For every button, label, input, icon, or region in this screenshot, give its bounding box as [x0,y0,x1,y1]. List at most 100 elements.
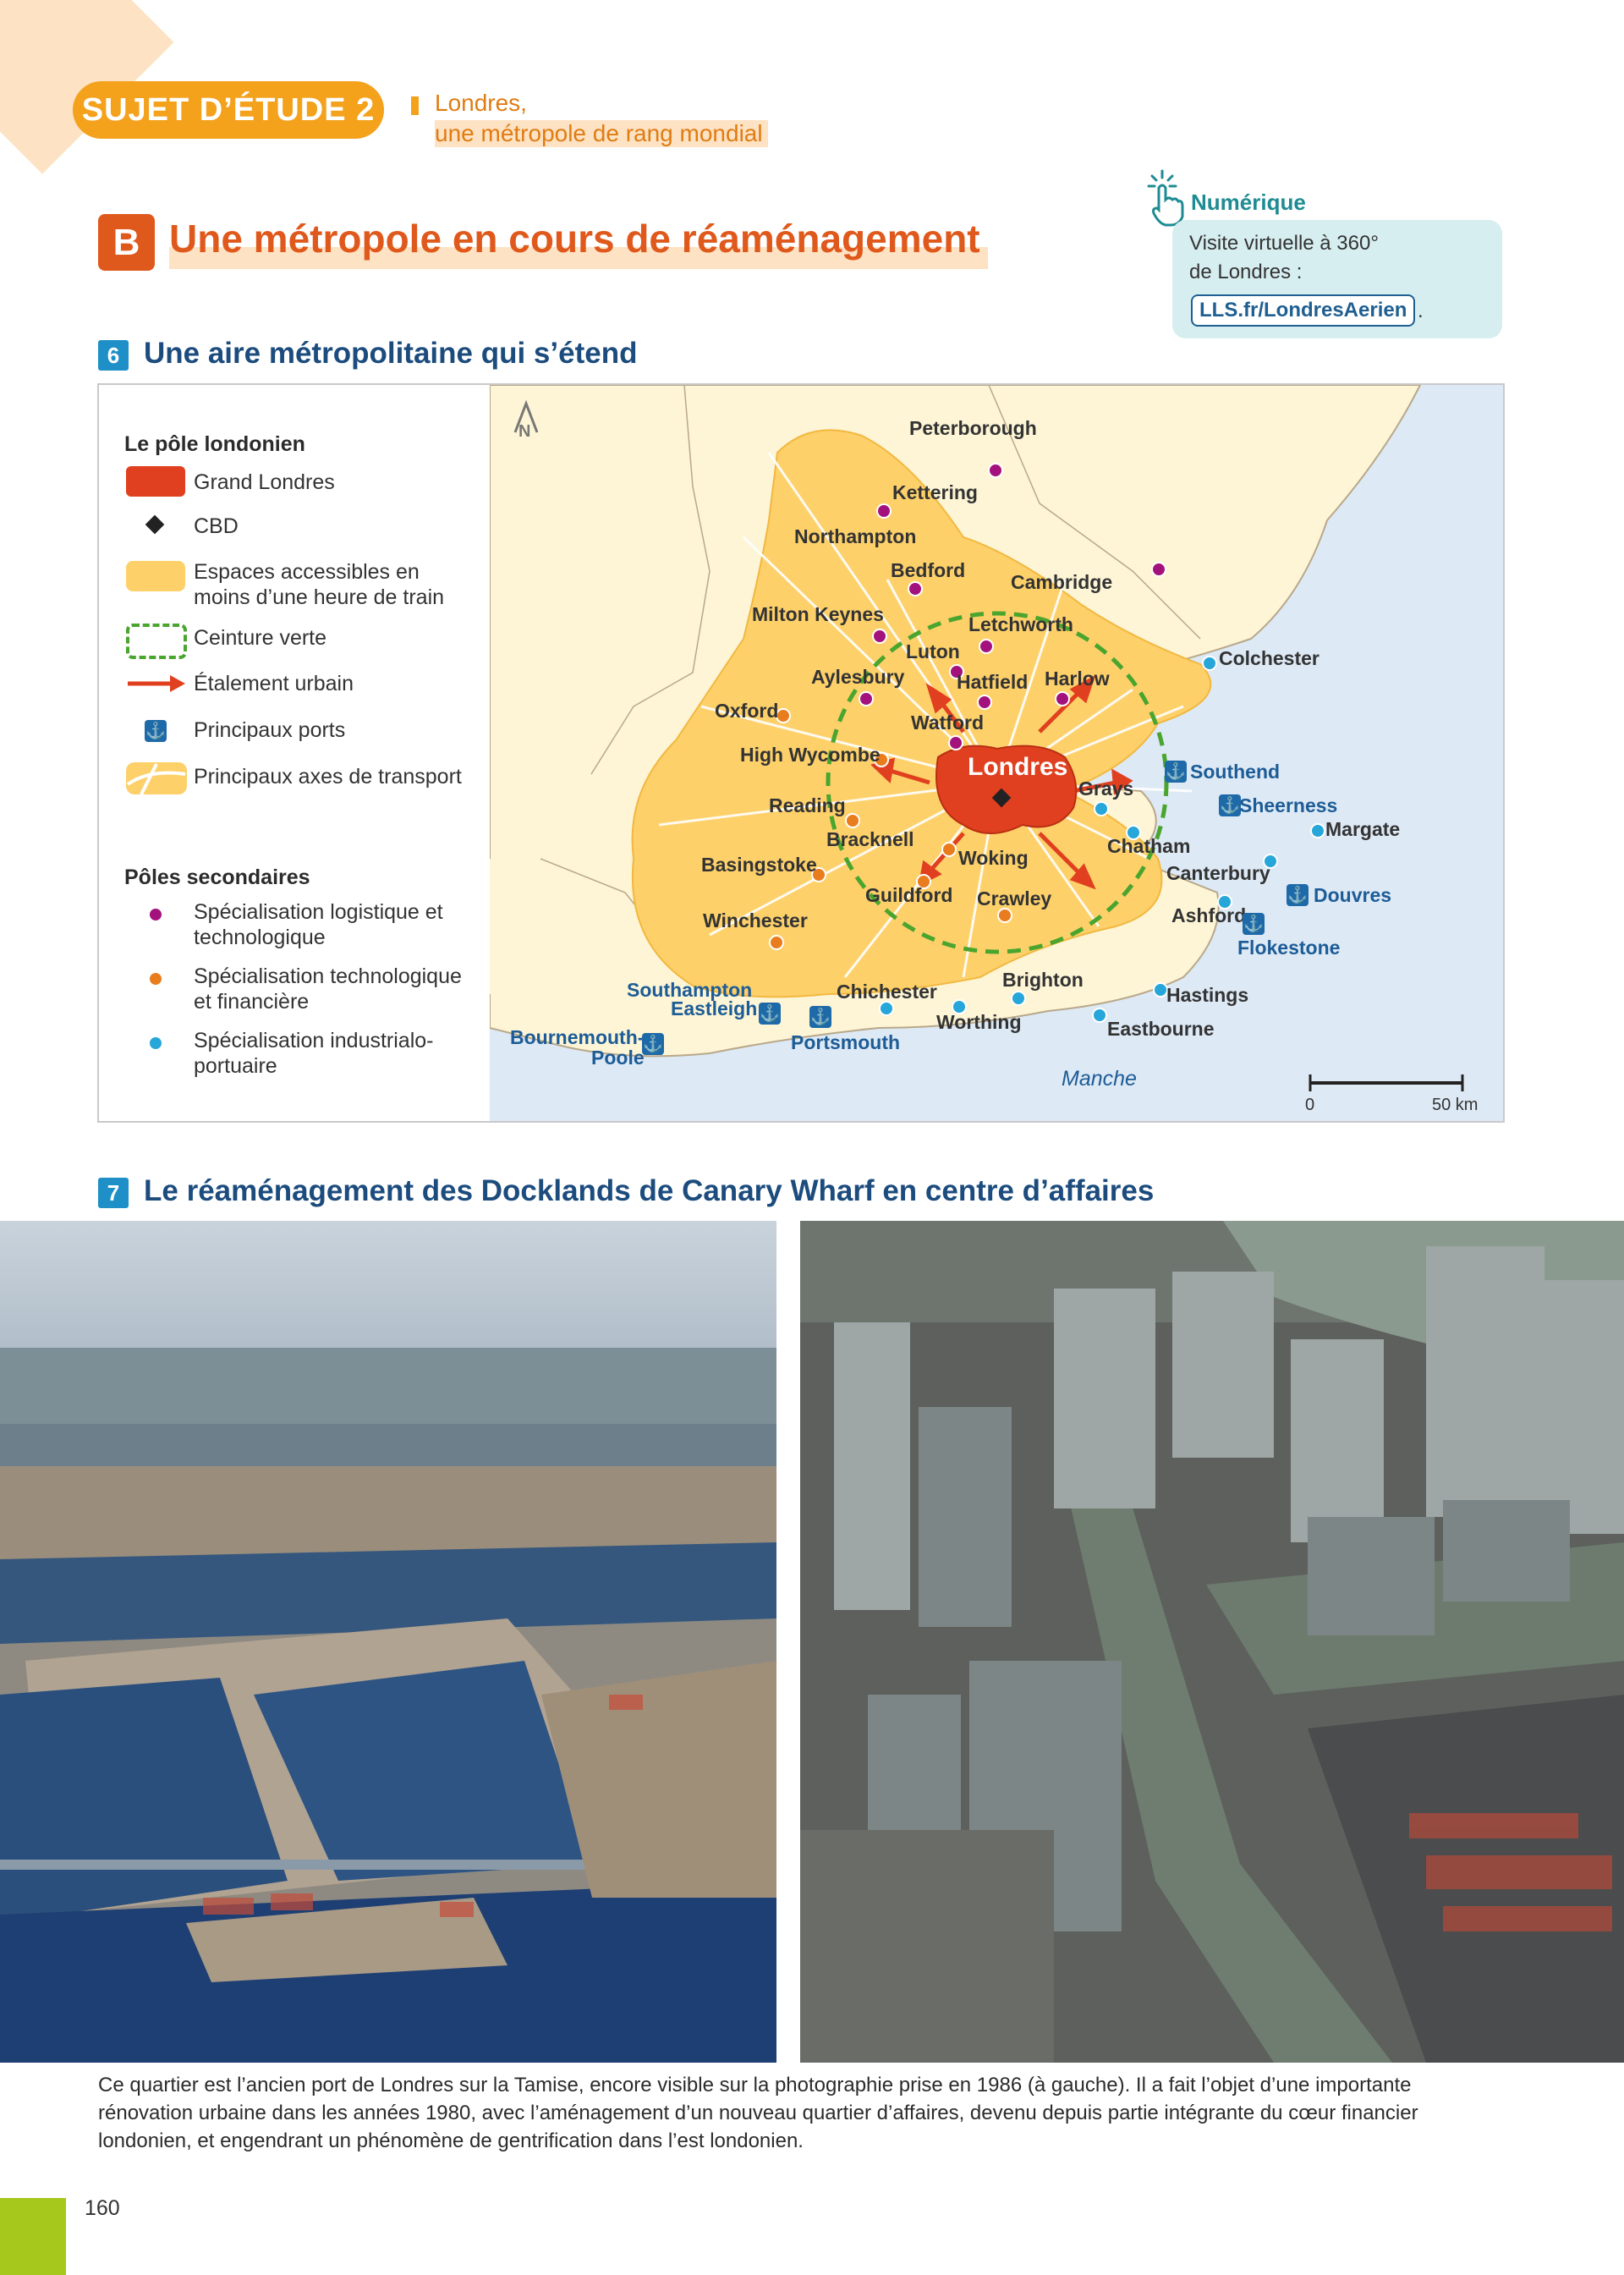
city-bournemouth: Bournemouth- [510,1026,645,1048]
city-chichester: Chichester [837,981,937,1003]
city-luton: Luton [906,640,960,662]
city-douvres: Douvres [1314,884,1392,906]
grand-londres-swatch [126,466,185,497]
port-anchor-icon: ⚓ [145,720,167,742]
city-crawley: Crawley [977,887,1052,909]
green-belt-swatch [126,624,187,659]
city-winchester: Winchester [703,909,808,931]
pole-dot [1011,991,1026,1006]
pole-dot [1217,894,1232,909]
sea-label-manche: Manche [1062,1067,1137,1091]
city-colchester: Colchester [1219,647,1320,669]
legend-ceinture: Ceinture verte [194,626,327,650]
pole-dot [1094,801,1109,816]
pole-dot [1092,1008,1107,1023]
pole-dot [859,691,874,706]
port-anchor-icon: ⚓ [1243,913,1265,935]
pole-industrialo-dot [148,1036,163,1051]
city-guildford: Guildford [865,884,953,906]
legend-axes: Principaux axes de transport [194,765,462,789]
city-northampton: Northampton [794,525,917,547]
numerique-line2: de Londres : [1189,261,1303,283]
pole-dot [811,867,826,882]
pole-dot [916,874,931,889]
cbd-diamond-icon [145,514,165,535]
city-basingstoke: Basingstoke [701,854,817,876]
city-kettering: Kettering [892,481,978,503]
pole-dot [952,999,967,1014]
pole-dot [977,695,992,710]
legend-grand-londres: Grand Londres [194,470,335,494]
scale-50km: 50 km [1432,1096,1479,1114]
city-high-wycombe: High Wycombe [740,744,881,766]
doc6-title: Une aire métropolitaine qui s’étend [144,337,638,370]
numerique-link-suffix: . [1418,299,1424,322]
port-anchor-icon: ⚓ [1287,884,1309,906]
pole-dot [908,581,923,596]
city-peterborough: Peterborough [909,417,1037,439]
transport-axes-icon [126,762,187,795]
city-grays: Grays [1078,778,1134,800]
subtitle-bar [411,96,419,115]
pole-dot [1310,823,1325,838]
map-canvas: N Londres Peterborough Kettering Northam… [490,385,1503,1121]
numerique-box: Visite virtuelle à 360° de Londres : LLS… [1172,220,1502,338]
city-aylesbury: Aylesbury [811,666,905,688]
city-canterbury: Canterbury [1166,862,1270,884]
numerique-line1: Visite virtuelle à 360° [1189,232,1379,255]
numerique-label: Numérique [1191,190,1306,215]
city-oxford: Oxford [715,700,779,722]
city-eastbourne: Eastbourne [1107,1018,1215,1040]
port-anchor-icon: ⚓ [809,1006,831,1028]
city-woking: Woking [958,847,1029,869]
legend-poles-title: Pôles secondaires [124,865,310,889]
pole-dot [874,752,889,767]
pole-dot [941,842,957,857]
metropolitan-map: Le pôle londonien Grand Londres CBD Espa… [97,383,1505,1123]
city-bracknell: Bracknell [826,828,914,850]
city-cambridge: Cambridge [1011,571,1113,593]
city-margate: Margate [1325,818,1401,840]
numerique-link[interactable]: LLS.fr/LondresAerien [1191,294,1416,327]
pole-dot [1202,656,1217,671]
city-watford: Watford [911,712,985,734]
pole-techno-dot [148,971,163,986]
north-arrow [513,399,539,433]
scale-zero: 0 [1305,1096,1315,1114]
legend-etalement: Étalement urbain [194,672,354,695]
pole-dot [949,664,964,679]
pole-dot [1126,825,1141,840]
city-reading: Reading [769,794,846,816]
page-edge-bar [0,2198,66,2275]
map-legend: Le pôle londonien Grand Londres CBD Espa… [99,385,490,1121]
city-poole: Poole [591,1047,645,1069]
section-letter-badge: B [98,214,155,271]
city-sheerness: Sheerness [1239,794,1338,816]
city-harlow: Harlow [1045,668,1110,690]
city-southampton: Southampton [627,979,753,1001]
city-worthing: Worthing [936,1011,1022,1033]
pole-dot [997,908,1012,923]
city-hatfield: Hatfield [957,671,1029,693]
section-title-highlight [169,247,988,269]
legend-espaces: Espaces accessibles en moins d’une heure… [194,560,445,609]
map-graphic [490,385,1464,1091]
city-southend: Southend [1190,761,1281,783]
pole-dot [769,935,784,950]
city-eastleigh: Eastleigh [671,997,758,1019]
port-anchor-icon: ⚓ [759,1003,781,1025]
port-anchor-icon: ⚓ [1219,794,1241,816]
pole-dot [948,735,963,750]
map-label-londres: Londres [968,753,1068,781]
docklands-1986-photo [0,1221,776,2063]
city-brighton: Brighton [1002,969,1084,991]
legend-spec-techno: Spécialisation technologique et financiè… [194,964,462,1014]
sprawl-arrow-icon [128,675,185,692]
city-hastings: Hastings [1166,984,1249,1006]
port-anchor-icon: ⚓ [642,1033,664,1055]
accessible-swatch [126,561,185,591]
pole-dot [979,639,994,654]
section-title: Une métropole en cours de réaménagement [169,217,980,261]
canary-wharf-recent-photo [800,1221,1624,2063]
city-portsmouth: Portsmouth [791,1031,901,1053]
